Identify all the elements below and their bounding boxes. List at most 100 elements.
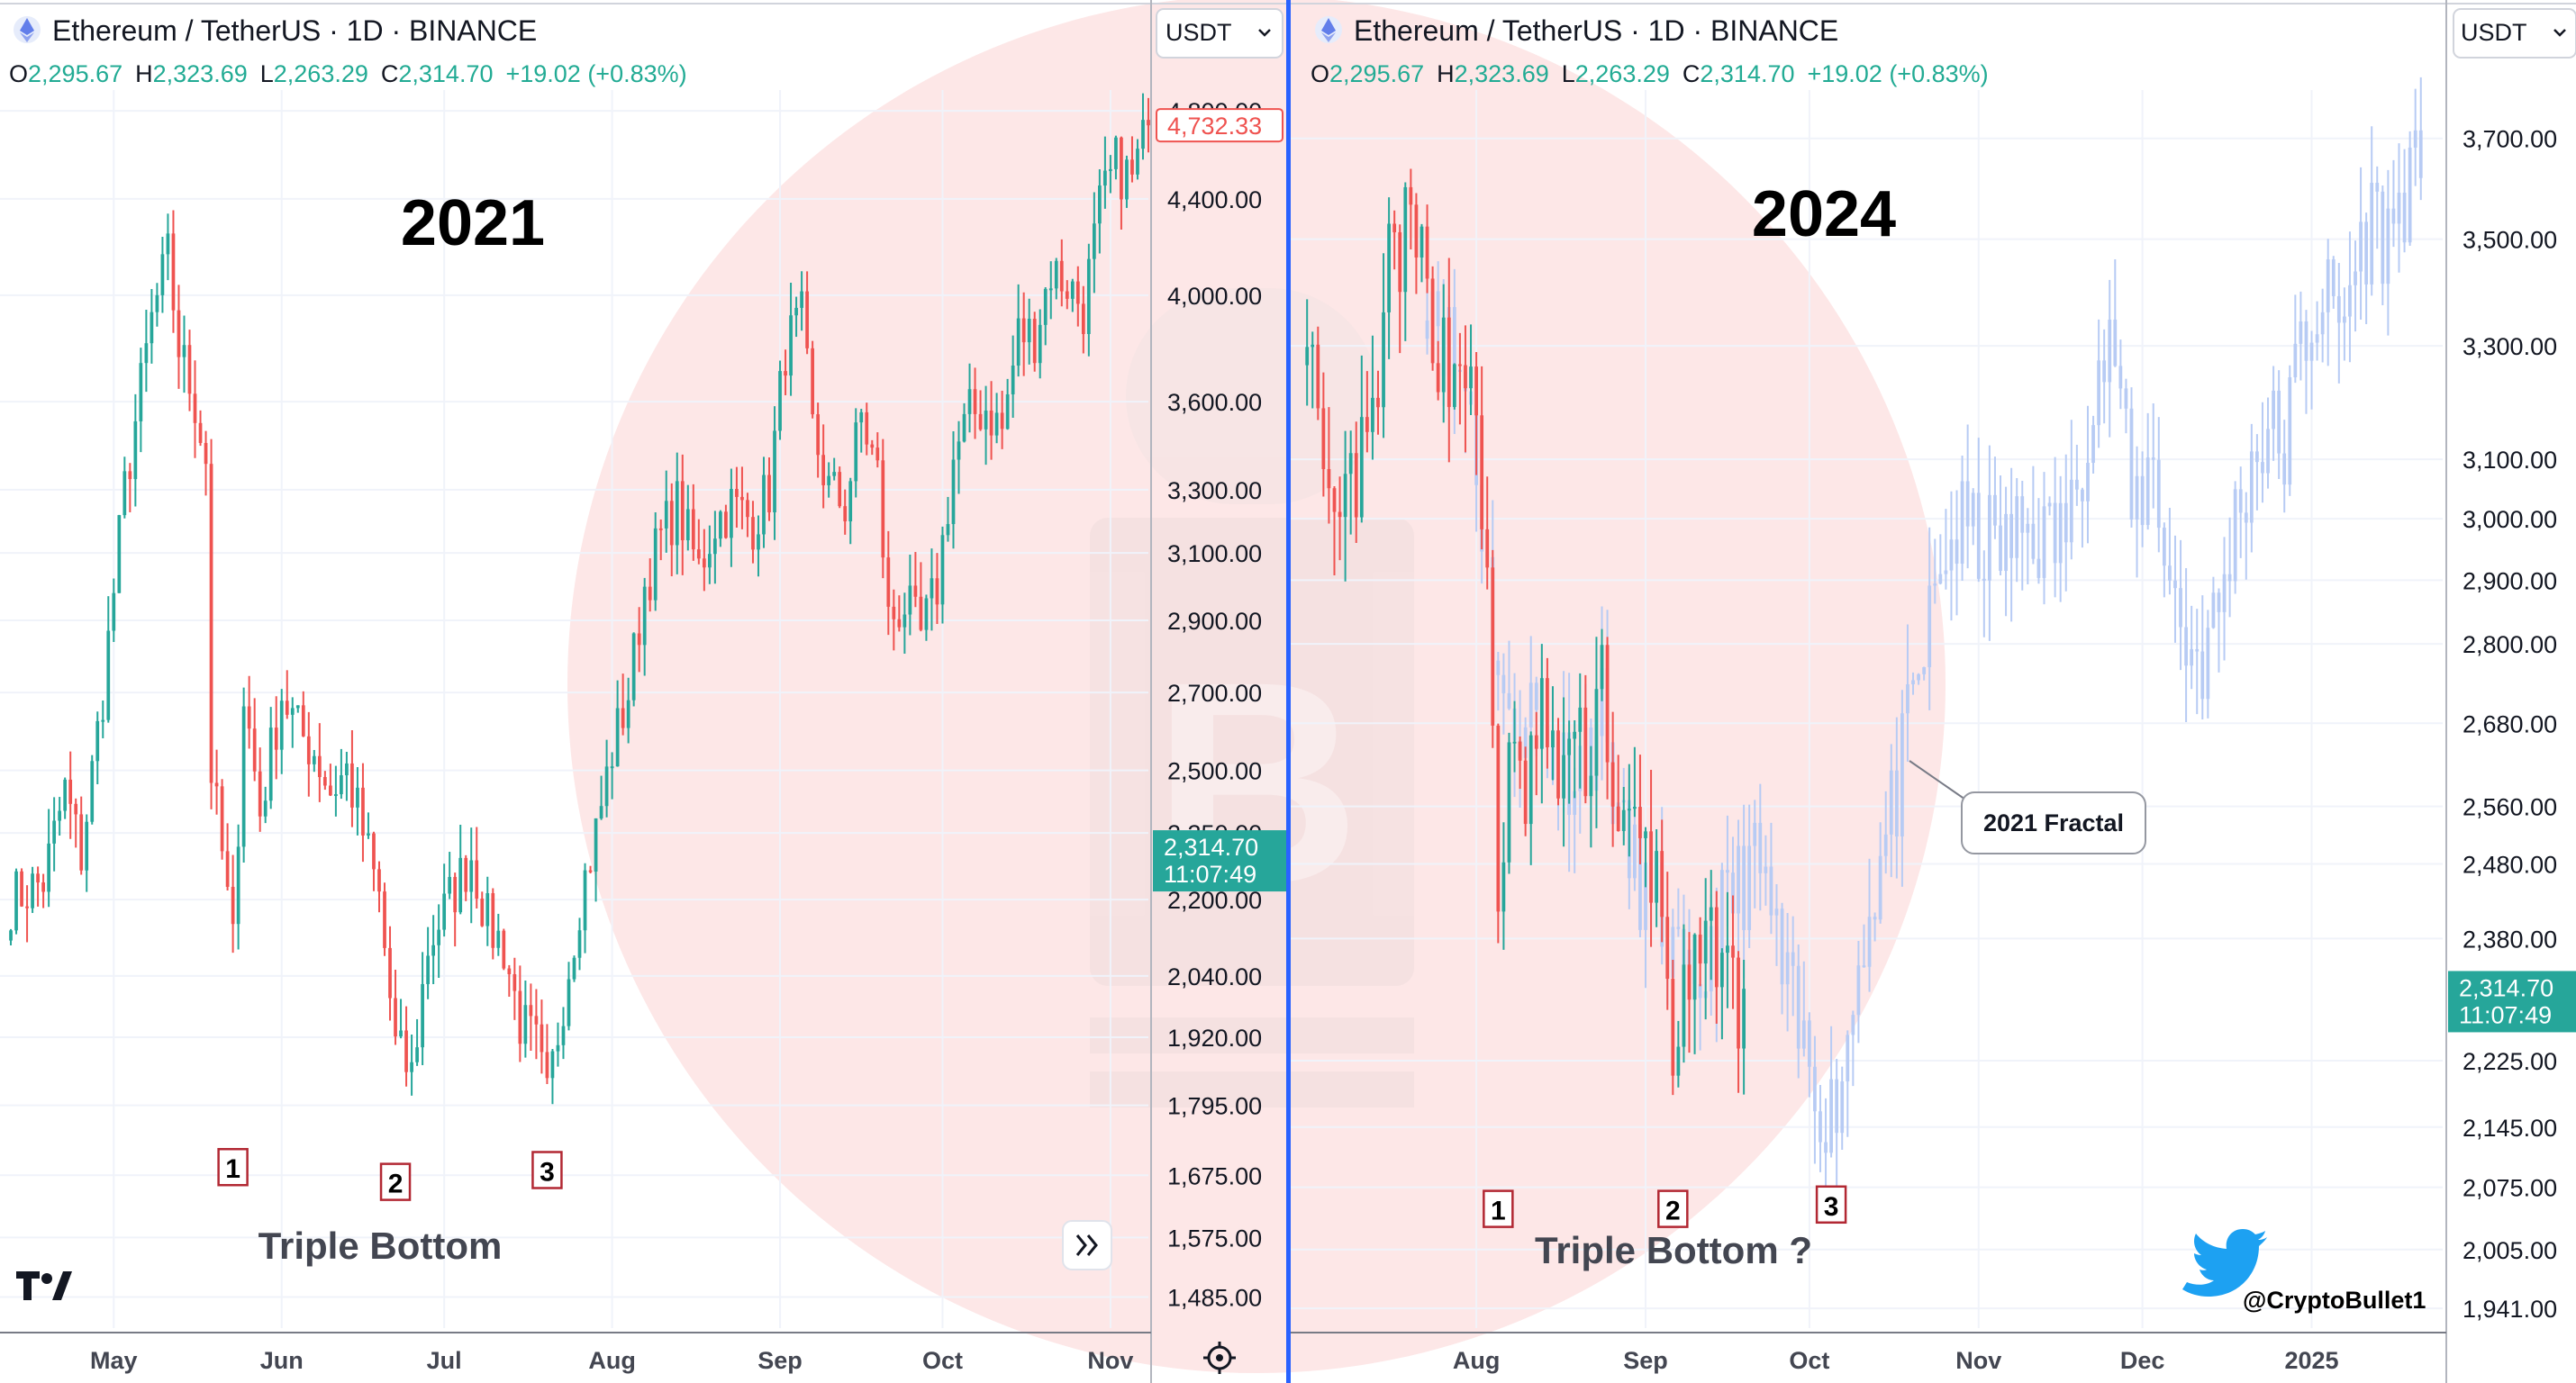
candle <box>1458 364 1462 366</box>
fractal-candle <box>2364 221 2369 285</box>
open-label: O <box>1311 60 1329 87</box>
candle <box>805 291 809 348</box>
time-tick-label: Jun <box>260 1347 304 1374</box>
candle <box>1043 288 1048 325</box>
price-tick-label: 2,900.00 <box>2463 567 2557 594</box>
fractal-candle <box>1976 493 1981 579</box>
price-tick-label: 3,000.00 <box>2463 506 2557 533</box>
fractal-candle <box>2118 366 2123 389</box>
candle <box>485 893 490 927</box>
fractal-candle <box>1774 908 1779 916</box>
fractal-candle <box>2081 489 2084 502</box>
candle <box>691 509 695 550</box>
candle <box>112 592 116 631</box>
fractal-candle <box>2015 496 2019 558</box>
gear-icon[interactable] <box>1203 1342 1236 1374</box>
high-value: 2,323.69 <box>153 60 248 87</box>
currency-selector-right[interactable]: USDT <box>2453 8 2576 59</box>
fractal-candle <box>2086 463 2090 502</box>
left-symbol-title[interactable]: Ethereum / TetherUS · 1D · BINANCE <box>52 14 537 47</box>
candle <box>794 307 798 316</box>
candle <box>345 763 349 776</box>
candle <box>258 771 262 817</box>
candle <box>1518 741 1522 761</box>
candle <box>1081 303 1085 334</box>
candle <box>1338 511 1342 518</box>
candle <box>295 705 300 709</box>
candle <box>1086 258 1091 334</box>
candle <box>957 441 961 460</box>
time-tick-label: Sep <box>757 1347 803 1374</box>
candle <box>1474 366 1478 416</box>
right-symbol-title[interactable]: Ethereum / TetherUS · 1D · BINANCE <box>1354 14 1838 47</box>
chevron-down-icon <box>1258 29 1271 37</box>
fractal-candle <box>2402 192 2407 243</box>
fractal-candle <box>1764 866 1768 873</box>
candle <box>1573 731 1577 739</box>
fractal-candle <box>2222 574 2227 612</box>
candle <box>1398 231 1402 293</box>
fractal-candle <box>2009 513 2014 558</box>
bottom-marker-label: 3 <box>540 1157 555 1187</box>
candle <box>1016 318 1020 366</box>
fractal-candle <box>1862 965 1866 968</box>
candle <box>1098 185 1102 224</box>
candle <box>919 596 923 630</box>
candle <box>1114 137 1118 169</box>
candle <box>615 708 620 767</box>
fractal-candle <box>1436 291 1440 327</box>
price-tick-label: 4,000.00 <box>1167 283 1262 310</box>
currency-selector-left[interactable]: USDT <box>1156 8 1283 59</box>
candle <box>1414 204 1419 258</box>
candle <box>994 412 999 436</box>
candle <box>1660 851 1664 917</box>
candle <box>1638 807 1642 838</box>
candle <box>675 481 679 546</box>
fractal-candle <box>2047 502 2052 507</box>
candle <box>1644 831 1647 838</box>
candle <box>231 886 235 925</box>
fractal-candle <box>1501 674 1506 693</box>
candle <box>789 315 793 376</box>
candle <box>707 554 712 568</box>
fractal-candle <box>2418 130 2423 178</box>
candle <box>31 873 34 908</box>
candle <box>1633 807 1637 809</box>
candle <box>241 706 246 847</box>
candle <box>14 871 18 931</box>
candle <box>946 524 950 536</box>
candle <box>865 411 869 445</box>
logo-text: TV <box>0 0 2 1</box>
fractal-candle <box>1965 481 1970 527</box>
candle <box>550 1051 555 1079</box>
countdown-label: 11:07:49 <box>2459 1001 2552 1028</box>
fractal-candle <box>1638 824 1642 930</box>
candle <box>859 411 864 423</box>
scroll-to-latest-button[interactable] <box>1062 1220 1112 1270</box>
candle <box>778 371 782 431</box>
candle <box>930 578 934 599</box>
candle <box>421 983 424 1048</box>
fractal-candle <box>2238 489 2243 513</box>
fractal-candle <box>2227 574 2232 582</box>
candle <box>144 343 149 364</box>
candle <box>1141 120 1145 149</box>
fractal-candle <box>1698 983 1702 999</box>
bottom-marker-label: 2 <box>388 1170 404 1199</box>
candle <box>940 535 945 605</box>
candle <box>1048 288 1053 291</box>
low-value: 2,263.29 <box>1575 60 1670 87</box>
candle <box>58 810 62 821</box>
candle <box>989 411 993 436</box>
price-tick-label: 2,800.00 <box>2463 631 2557 658</box>
right-ohlc: O2,295.67 H2,323.69 L2,263.29 C2,314.70 +19.… <box>1311 60 1989 87</box>
candle <box>1000 412 1004 429</box>
fractal-candle <box>2299 321 2303 344</box>
candle <box>133 420 138 480</box>
candle <box>637 633 641 646</box>
fractal-candle <box>1719 870 1724 981</box>
candle <box>832 472 837 476</box>
candle <box>1348 453 1353 475</box>
candle <box>735 489 739 497</box>
